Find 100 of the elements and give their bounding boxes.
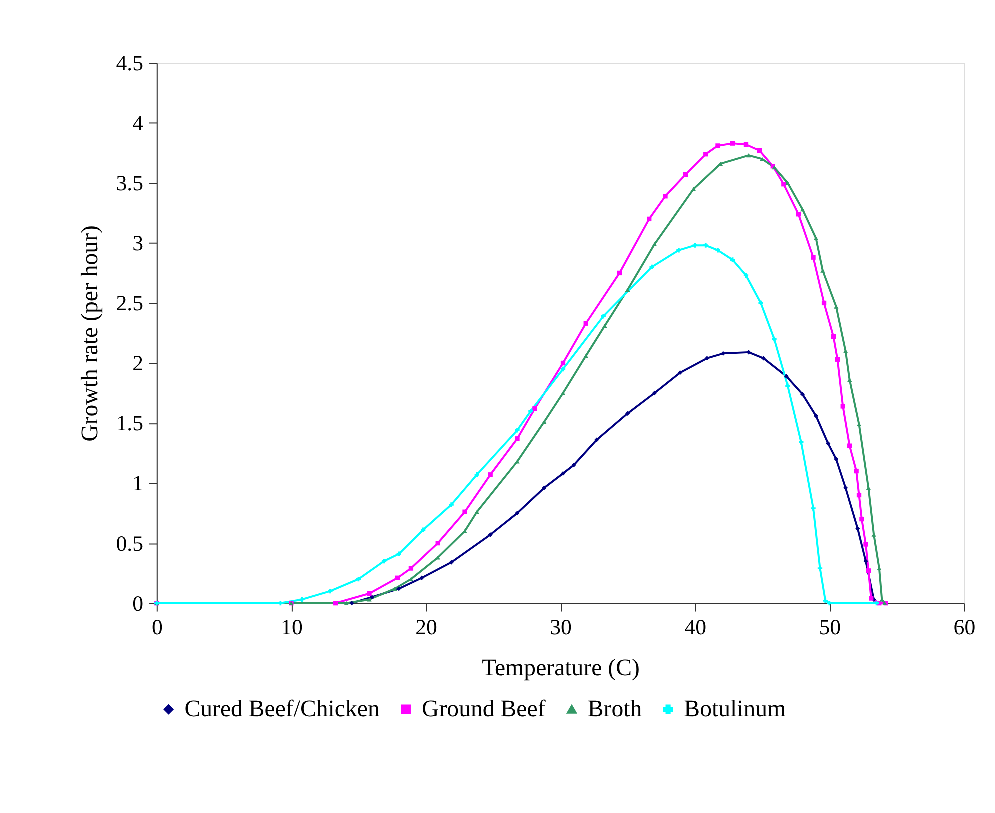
point xyxy=(814,414,819,418)
point xyxy=(560,391,566,396)
point xyxy=(692,243,698,248)
point xyxy=(782,182,786,187)
point xyxy=(350,601,354,606)
legend-label: Cured Beef/Chicken xyxy=(184,696,380,723)
point xyxy=(811,506,816,511)
point xyxy=(730,141,736,146)
x-tick-label: 40 xyxy=(684,616,707,640)
x-tick-label: 60 xyxy=(954,616,976,640)
point xyxy=(382,558,387,564)
point xyxy=(678,370,683,376)
y-tick-label: 1.5 xyxy=(116,412,144,436)
point xyxy=(704,356,710,361)
point xyxy=(602,324,608,328)
point xyxy=(835,357,840,362)
point xyxy=(584,321,588,326)
point xyxy=(746,350,752,355)
point xyxy=(584,354,588,358)
point xyxy=(856,526,860,532)
legend-label: Botulinum xyxy=(684,696,787,723)
point xyxy=(799,440,804,445)
point xyxy=(488,472,493,478)
point xyxy=(420,576,424,580)
point xyxy=(408,566,414,571)
point xyxy=(626,411,630,416)
point xyxy=(796,212,802,217)
x-tick-label: 10 xyxy=(281,616,303,640)
point xyxy=(834,456,839,462)
x-axis-title: Temperature (C) xyxy=(482,655,640,682)
point xyxy=(800,208,806,212)
x-tick-label: 0 xyxy=(152,616,163,640)
point xyxy=(869,596,874,601)
x-tick-label: 50 xyxy=(819,616,842,640)
point xyxy=(758,300,764,306)
point xyxy=(704,152,708,157)
point xyxy=(822,300,827,306)
point xyxy=(462,510,468,514)
point xyxy=(730,258,736,262)
point xyxy=(601,314,606,319)
x-tick-label: 20 xyxy=(416,616,438,640)
y-tick-label: 2 xyxy=(132,352,144,376)
point xyxy=(683,172,688,178)
point xyxy=(594,438,600,442)
point xyxy=(772,336,777,342)
y-tick-label: 3.5 xyxy=(116,172,144,196)
point xyxy=(515,428,520,433)
y-tick-label: 0 xyxy=(132,592,144,616)
point xyxy=(704,243,708,248)
point xyxy=(854,468,859,474)
y-tick-label: 3 xyxy=(132,232,144,256)
point xyxy=(823,598,828,604)
point xyxy=(746,154,752,158)
point xyxy=(652,242,658,246)
x-tick-label: 30 xyxy=(550,616,572,640)
point xyxy=(392,586,398,591)
point xyxy=(647,216,652,222)
point xyxy=(542,486,547,490)
point xyxy=(328,589,333,594)
point xyxy=(864,542,868,547)
point xyxy=(449,502,454,508)
point xyxy=(532,406,538,412)
point xyxy=(843,486,848,490)
point xyxy=(420,528,426,532)
point xyxy=(811,255,816,260)
point xyxy=(818,566,823,571)
point xyxy=(560,360,566,366)
y-tick-label: 2.5 xyxy=(116,292,144,316)
point xyxy=(814,236,819,240)
point xyxy=(396,552,402,556)
point xyxy=(356,577,362,582)
y-tick-label: 1 xyxy=(132,472,144,496)
point xyxy=(786,384,790,388)
point xyxy=(784,374,789,379)
point xyxy=(676,248,682,253)
point xyxy=(826,441,831,446)
point xyxy=(652,390,658,396)
point xyxy=(370,595,375,600)
point xyxy=(757,148,762,154)
point xyxy=(617,270,622,276)
point xyxy=(344,601,349,606)
point xyxy=(840,404,846,409)
point xyxy=(449,560,454,565)
point xyxy=(866,568,872,574)
point xyxy=(761,356,766,361)
point xyxy=(474,510,480,514)
point xyxy=(395,576,400,580)
point xyxy=(864,558,868,564)
point xyxy=(515,436,520,442)
point xyxy=(663,194,668,199)
legend-label: Broth xyxy=(588,696,642,723)
point xyxy=(744,273,749,278)
point xyxy=(744,142,749,148)
point xyxy=(396,586,402,592)
point xyxy=(515,510,520,516)
point xyxy=(436,540,440,546)
point xyxy=(860,516,864,522)
point xyxy=(278,601,284,606)
point xyxy=(650,264,654,270)
legend-label: Ground Beef xyxy=(422,696,546,723)
